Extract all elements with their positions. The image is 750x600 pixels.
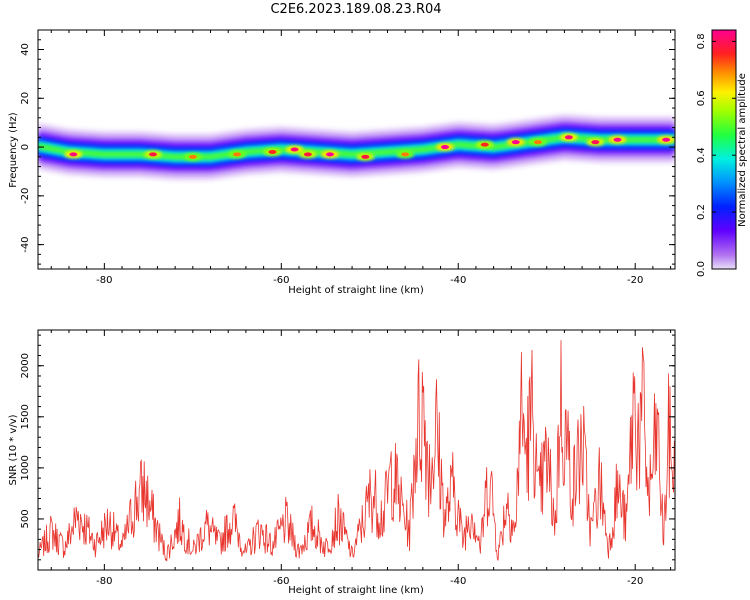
- spectrogram-peak: [533, 140, 542, 145]
- snr-xlabel: Height of straight line (km): [288, 585, 424, 596]
- spectrogram-peak: [303, 152, 312, 157]
- snr-line-series: [38, 340, 675, 562]
- spectrogram-axes: -80 -60 -40 -20 40 20 0 -20 -40: [20, 29, 675, 286]
- colorbar-tick-label: 0.8: [696, 33, 707, 49]
- colorbar-tick-label: 0.6: [696, 90, 707, 106]
- y-tick-label: -20: [20, 188, 31, 204]
- spectrogram-peak: [591, 140, 600, 145]
- x-tick-label: -40: [450, 576, 466, 587]
- spectrogram-ylabel: Frequency (Hz): [8, 112, 19, 188]
- snr-ylabel: SNR (10 * v/v): [8, 414, 19, 485]
- y-tick-label: 1000: [20, 455, 31, 480]
- spectrogram-peak: [613, 137, 622, 142]
- x-tick-label: -40: [450, 275, 466, 286]
- y-tick-label: 0: [20, 144, 31, 150]
- spectrogram-peak: [564, 135, 573, 140]
- y-tick-label: -40: [20, 236, 31, 252]
- x-tick-label: -20: [627, 576, 643, 587]
- y-tick-label: 2000: [20, 353, 31, 378]
- colorbar: 0.0 0.2 0.4 0.6 0.8 Normalized spectral ampl…: [696, 29, 748, 277]
- spectrogram-peak: [480, 142, 489, 147]
- snr-frame: [37, 329, 676, 571]
- colorbar-ticks: 0.0 0.2 0.4 0.6 0.8: [696, 29, 737, 277]
- y-tick-label: 1500: [20, 404, 31, 429]
- spectrogram-peak: [233, 152, 242, 157]
- colorbar-tick-label: 0.0: [696, 261, 707, 277]
- spectrogram-peak: [440, 145, 449, 150]
- x-tick-label: -80: [96, 576, 112, 587]
- snr-panel: -80 -60 -40 -20 500 1000 1500 2000 Height of st…: [8, 329, 676, 596]
- snr-axes: -80 -60 -40 -20 500 1000 1500 2000: [20, 330, 675, 587]
- chart-title: C2E6.2023.189.08.23.R04: [270, 2, 442, 17]
- spectrogram-peak: [511, 140, 520, 145]
- spectrogram-peak: [361, 154, 370, 159]
- spectrogram-peak: [188, 154, 197, 159]
- y-tick-label: 40: [20, 43, 31, 56]
- x-tick-label: -80: [96, 275, 112, 286]
- spectrogram-peak: [662, 137, 671, 142]
- spectrogram-peak: [290, 147, 299, 152]
- spectrogram-panel: -80 -60 -40 -20 40 20 0 -20 -40 Height of straig…: [8, 29, 676, 296]
- spectrogram-peak: [149, 152, 158, 157]
- spectrogram-heatmap: [38, 115, 675, 179]
- spectrogram-frame: [37, 29, 676, 270]
- colorbar-label: Normalized spectral amplitude: [737, 73, 748, 227]
- colorbar-gradient: [712, 30, 736, 269]
- spectrogram-peak: [268, 149, 277, 154]
- x-tick-label: -60: [273, 576, 289, 587]
- y-tick-label: 500: [20, 509, 31, 528]
- spectrogram-xlabel: Height of straight line (km): [288, 285, 424, 296]
- colorbar-frame: [711, 29, 737, 270]
- spectrogram-peak: [69, 152, 78, 157]
- x-tick-label: -60: [273, 275, 289, 286]
- x-tick-label: -20: [627, 275, 643, 286]
- spectrogram-peak: [325, 152, 334, 157]
- colorbar-tick-label: 0.2: [696, 204, 707, 220]
- spectrogram-peak: [401, 152, 410, 157]
- y-tick-label: 20: [20, 92, 31, 105]
- colorbar-tick-label: 0.4: [696, 147, 707, 163]
